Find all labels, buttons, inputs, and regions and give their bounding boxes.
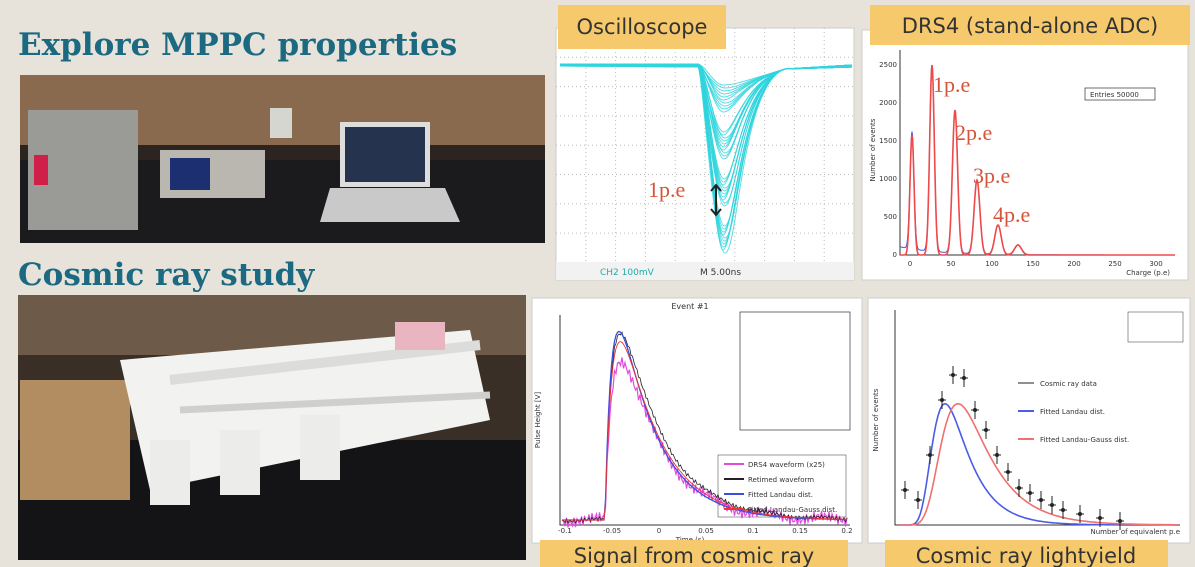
data-point bbox=[1006, 470, 1010, 474]
y-tick-label: 500 bbox=[884, 213, 897, 221]
x-tick-label: 200 bbox=[1067, 260, 1080, 268]
data-point bbox=[973, 408, 977, 412]
data-point bbox=[962, 376, 966, 380]
x-tick-label: 0.1 bbox=[747, 527, 758, 535]
legend-label: Fitted Landau dist. bbox=[748, 491, 813, 499]
x-tick-label: 250 bbox=[1108, 260, 1121, 268]
axis-title: Number of equivalent p.e bbox=[1090, 528, 1180, 536]
fit-curve bbox=[900, 403, 1178, 526]
photo-detector bbox=[18, 295, 526, 560]
panel-label: Signal from cosmic ray bbox=[574, 544, 815, 567]
arrow bbox=[710, 183, 722, 217]
label-box bbox=[540, 540, 848, 567]
drs4-panel bbox=[861, 29, 1189, 281]
legend-label: Fitted Landau dist. bbox=[1040, 408, 1105, 416]
plot-title: Event #1 bbox=[671, 302, 708, 311]
signal-panel bbox=[531, 297, 863, 544]
axis-title: Charge (p.e) bbox=[1126, 269, 1170, 277]
x-tick-label: 0 bbox=[657, 527, 661, 535]
trace bbox=[560, 64, 853, 160]
data-point bbox=[928, 453, 932, 457]
panel-label: DRS4 (stand-alone ADC) bbox=[902, 14, 1158, 38]
x-tick-label: 150 bbox=[1026, 260, 1039, 268]
x-tick-label: 0.15 bbox=[792, 527, 808, 535]
y-tick-label: 1000 bbox=[879, 175, 897, 183]
lightyield-panel bbox=[867, 297, 1191, 544]
data-point bbox=[940, 398, 944, 402]
data-point bbox=[1050, 503, 1054, 507]
annotation: 2p.e bbox=[955, 120, 992, 145]
scope-status: M 5.00ns bbox=[700, 268, 741, 278]
annotation: 1p.e bbox=[648, 177, 685, 202]
data-point bbox=[984, 428, 988, 432]
x-tick-label: -0.05 bbox=[603, 527, 621, 535]
label-box bbox=[885, 540, 1168, 567]
legend-label: Cosmic ray data bbox=[1040, 380, 1097, 388]
legend-label: Fitted Landau-Gauss dist. bbox=[748, 506, 837, 514]
data-point bbox=[951, 373, 955, 377]
axis-title: Pulse Height [V] bbox=[534, 392, 542, 449]
x-tick-label: 0 bbox=[908, 260, 912, 268]
panel-label: Cosmic ray lightyield bbox=[916, 544, 1136, 567]
data-point bbox=[1028, 491, 1032, 495]
data-point bbox=[1017, 486, 1021, 490]
x-tick-label: -0.1 bbox=[558, 527, 572, 535]
data-point bbox=[1078, 512, 1082, 516]
data-point bbox=[1098, 516, 1102, 520]
oscilloscope-panel bbox=[555, 27, 855, 281]
data-point bbox=[995, 453, 999, 457]
data-point bbox=[1039, 498, 1043, 502]
x-tick-label: 0.05 bbox=[698, 527, 714, 535]
legend-label: DRS4 waveform (x25) bbox=[748, 461, 825, 469]
y-tick-label: 1500 bbox=[879, 137, 897, 145]
legend-label: Retimed waveform bbox=[748, 476, 814, 484]
label-box bbox=[558, 5, 726, 49]
heading: Explore MPPC properties bbox=[18, 27, 457, 63]
axis-title: Number of events bbox=[872, 388, 880, 451]
scope-status: CH2 100mV bbox=[600, 268, 655, 278]
axis-title: Number of events bbox=[869, 118, 877, 181]
annotation: 3p.e bbox=[973, 163, 1010, 188]
waveform bbox=[562, 330, 847, 521]
data-point bbox=[1118, 519, 1122, 523]
legend-label: Fitted Landau-Gauss dist. bbox=[1040, 436, 1129, 444]
x-tick-label: 50 bbox=[947, 260, 956, 268]
data-point bbox=[903, 488, 907, 492]
trace bbox=[560, 63, 853, 113]
data-point bbox=[916, 498, 920, 502]
x-tick-label: 300 bbox=[1149, 260, 1162, 268]
label-box bbox=[870, 5, 1190, 45]
spectrum bbox=[900, 64, 1175, 256]
trace bbox=[560, 65, 853, 207]
trace bbox=[560, 64, 853, 151]
y-tick-label: 2500 bbox=[879, 61, 897, 69]
data-point bbox=[1061, 508, 1065, 512]
stats: Entries 50000 bbox=[1090, 91, 1139, 99]
photo-setup bbox=[20, 75, 545, 243]
y-tick-label: 2000 bbox=[879, 99, 897, 107]
trace bbox=[559, 63, 853, 254]
fit-curve bbox=[900, 402, 1178, 526]
annotation: 1p.e bbox=[933, 72, 970, 97]
x-tick-label: 100 bbox=[985, 260, 998, 268]
heading: Cosmic ray study bbox=[18, 257, 315, 293]
annotation: 4p.e bbox=[993, 202, 1030, 227]
y-tick-label: 0 bbox=[893, 251, 897, 259]
waveform bbox=[562, 341, 847, 521]
x-tick-label: 0.2 bbox=[841, 527, 852, 535]
panel-label: Oscilloscope bbox=[577, 15, 708, 39]
